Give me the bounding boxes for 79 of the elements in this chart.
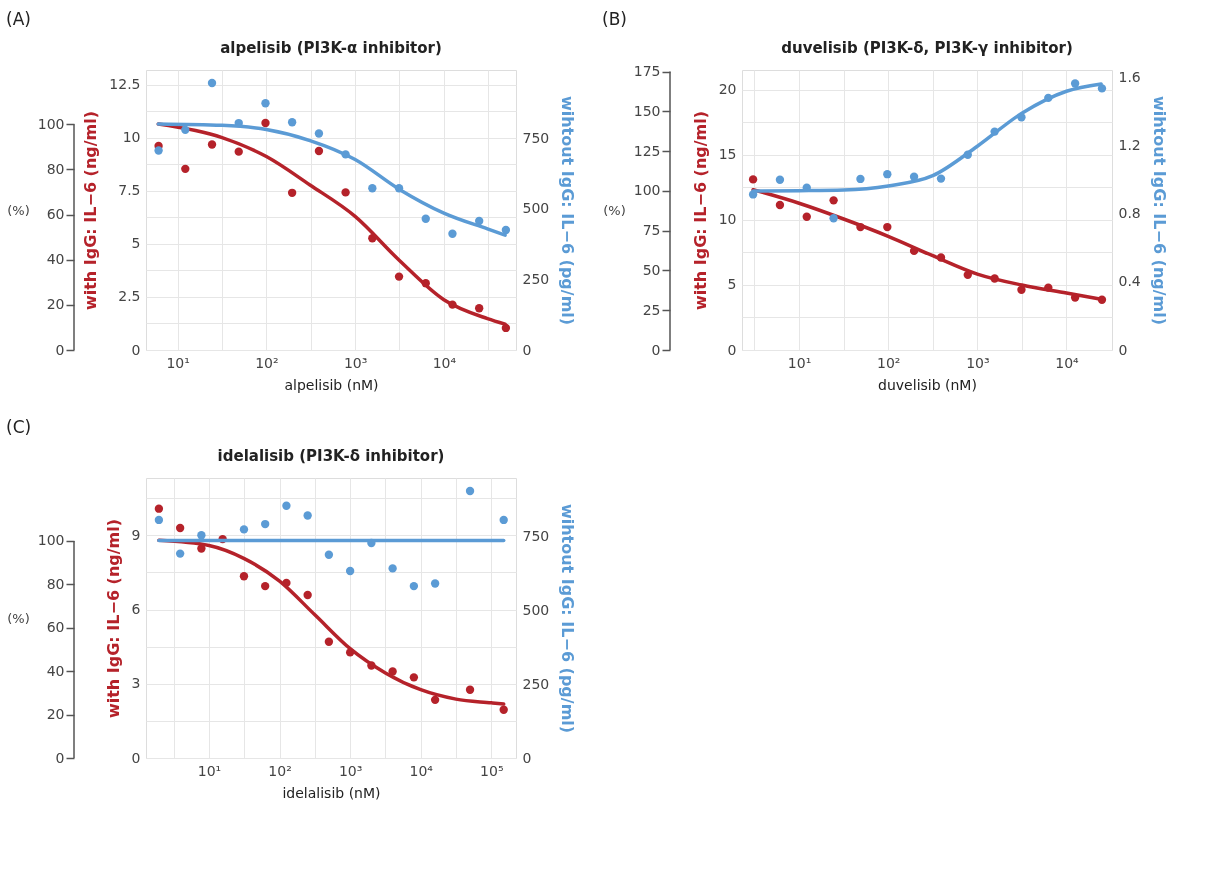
y-tick-label: 2.5: [118, 288, 141, 305]
y2-tick-label: 0: [522, 341, 532, 358]
y3-tick-label: 60: [46, 619, 65, 636]
y-tick-label: 7.5: [118, 182, 141, 199]
y3-tick-label: 25: [642, 301, 661, 318]
x-tick-label: 10¹: [787, 354, 812, 371]
y3-tick-label: 50: [642, 261, 661, 278]
x-tick-label: 10¹: [166, 354, 190, 371]
y3-axis-title: (%): [603, 202, 626, 218]
y3-tick-label: 125: [633, 142, 661, 159]
y-tick-label: 10: [718, 211, 737, 228]
y3-tick-label: 75: [642, 222, 661, 239]
y-tick-label: 3: [131, 675, 141, 692]
y2-tick-label: 500: [522, 601, 550, 618]
y-axis-title: with IgG: IL−6 (ng/ml): [690, 110, 710, 311]
chart-title: alpelisib (PI3K-α inhibitor): [220, 39, 442, 57]
y3-tick-label: 150: [633, 102, 661, 119]
x-tick-label: 10³: [343, 354, 368, 371]
x-tick-label: 10³: [966, 354, 990, 371]
x-tick-label: 10⁴: [432, 354, 457, 371]
y2-tick-label: 750: [522, 129, 550, 146]
y3-tick-label: 20: [46, 296, 65, 313]
y3-tick-label: 60: [46, 206, 65, 223]
y3-tick-label: 0: [55, 749, 65, 766]
y3-tick-label: 80: [46, 575, 65, 592]
x-tick-label: 10³: [338, 762, 363, 779]
y-tick-label: 12.5: [109, 76, 141, 93]
y2-tick-label: 0: [1118, 341, 1128, 358]
y-tick-label: 0: [727, 341, 737, 358]
y-tick-label: 5: [727, 276, 737, 293]
chart-title: duvelisib (PI3K-δ, PI3K-γ inhibitor): [781, 39, 1073, 57]
x-tick-label: 10¹: [197, 762, 222, 779]
y2-tick-label: 750: [522, 527, 550, 544]
y-axis-title: with IgG: IL−6 (ng/ml): [103, 518, 123, 719]
y-tick-label: 10: [122, 129, 141, 146]
x-tick-label: 10²: [876, 354, 901, 371]
y2-axis-title: wihtout IgG: IL−6 (pg/ml): [558, 95, 578, 326]
y2-tick-label: 1.6: [1118, 69, 1141, 86]
x-tick-label: 10²: [268, 762, 292, 779]
y-tick-label: 0: [131, 341, 141, 358]
text: (A): [6, 9, 31, 29]
x-axis-title: alpelisib (nM): [284, 376, 379, 393]
y-tick-label: 15: [718, 146, 737, 163]
y2-tick-label: 0.4: [1118, 273, 1141, 290]
y3-tick-label: 40: [46, 662, 65, 679]
y3-axis-title: (%): [7, 202, 30, 218]
y2-tick-label: 250: [522, 675, 550, 692]
y-tick-label: 20: [718, 81, 737, 98]
x-tick-label: 10⁴: [1055, 354, 1080, 371]
y3-axis-title: (%): [7, 610, 30, 626]
y3-tick-label: 0: [651, 341, 661, 358]
y3-tick-label: 100: [37, 532, 65, 549]
y-axis-title: with IgG: IL−6 (ng/ml): [81, 110, 101, 311]
chart-title: idelalisib (PI3K-δ inhibitor): [217, 447, 445, 465]
y-tick-label: 6: [131, 601, 141, 618]
y-tick-label: 0: [131, 749, 141, 766]
y2-axis-title: wihtout IgG: IL−6 (pg/ml): [558, 503, 578, 734]
y3-tick-label: 0: [55, 341, 65, 358]
y3-tick-label: 80: [46, 160, 65, 177]
text: (B): [602, 9, 627, 29]
y3-tick-label: 175: [633, 63, 661, 80]
x-tick-label: 10⁵: [480, 762, 504, 779]
y-tick-label: 9: [131, 526, 141, 543]
y3-tick-label: 100: [633, 182, 661, 199]
x-axis-title: idelalisib (nM): [282, 784, 381, 801]
y3-tick-label: 20: [46, 706, 65, 723]
y2-tick-label: 1.2: [1118, 137, 1141, 154]
x-axis-title: duvelisib (nM): [878, 376, 977, 393]
y2-tick-label: 250: [522, 270, 550, 287]
y2-tick-label: 0: [522, 749, 532, 766]
y3-tick-label: 100: [37, 115, 65, 132]
x-tick-label: 10⁴: [409, 762, 434, 779]
y3-tick-label: 40: [46, 251, 65, 268]
text: (C): [6, 417, 32, 437]
y-tick-label: 5: [131, 235, 141, 252]
y2-axis-title: wihtout IgG: IL−6 (ng/ml): [1149, 95, 1169, 326]
y2-tick-label: 500: [522, 200, 550, 217]
y2-tick-label: 0.8: [1118, 205, 1141, 222]
x-tick-label: 10²: [255, 354, 279, 371]
